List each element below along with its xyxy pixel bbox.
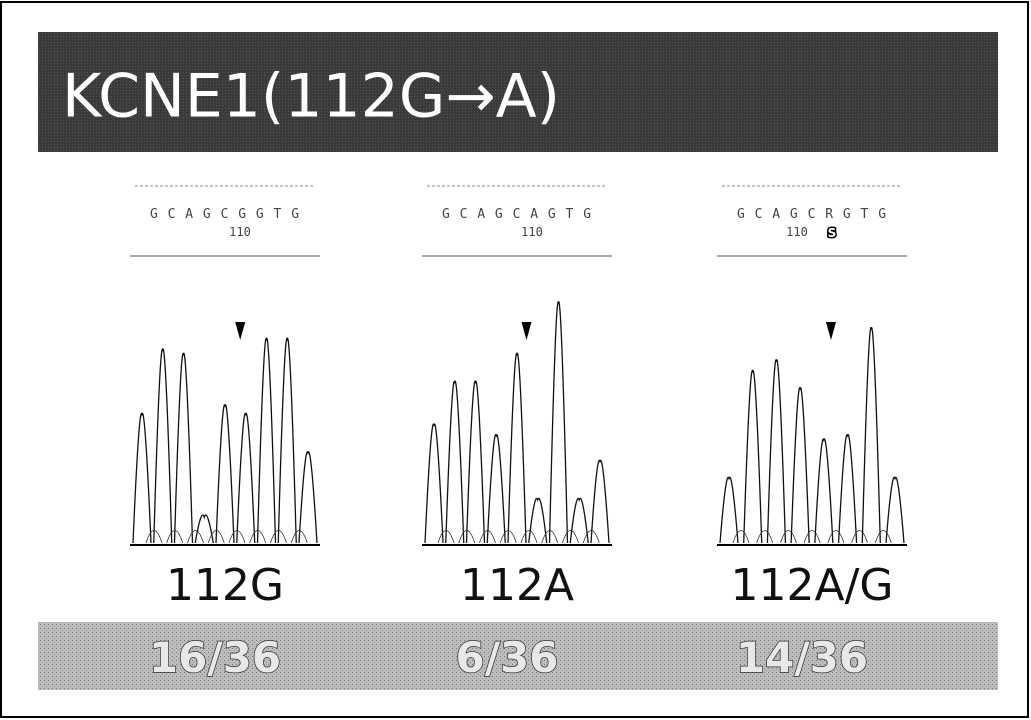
position: 110 [786, 225, 808, 239]
frequency: 16/36 [149, 633, 281, 682]
base-call: S [828, 226, 837, 240]
frequency: 6/36 [455, 633, 558, 682]
sequence: G C A G C A G T G [442, 207, 592, 222]
genotype: 112A [460, 560, 574, 611]
sequence: G C A G C G G T G [150, 207, 300, 222]
title: KCNE1(112G→A) [62, 62, 560, 132]
genotype: 112G [166, 560, 284, 611]
sequence: G C A G C R G T G [737, 207, 887, 222]
frequency: 14/36 [736, 633, 868, 682]
position: 110 [229, 225, 251, 239]
slide: KCNE1(112G→A) G C A G C G G T G 110 112G 16… [0, 0, 1031, 720]
position: 110 [521, 225, 543, 239]
genotype: 112A/G [730, 560, 893, 611]
